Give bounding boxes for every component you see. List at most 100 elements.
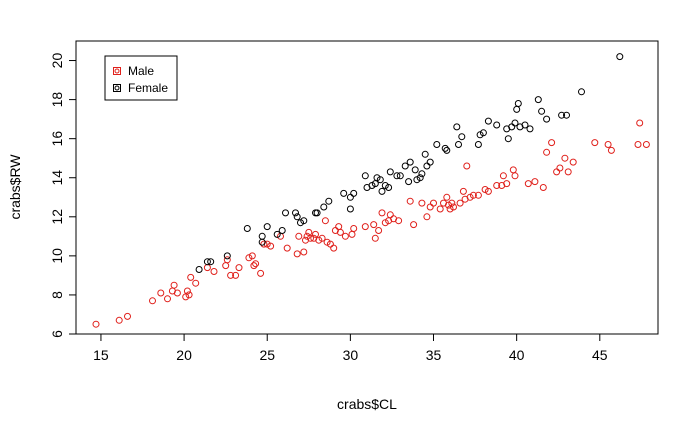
data-points <box>92 53 650 328</box>
y-tick-label: 18 <box>49 92 65 108</box>
data-point-female <box>458 133 466 141</box>
data-point-male <box>511 172 519 180</box>
data-point-female <box>203 258 211 266</box>
data-point-male <box>210 268 218 275</box>
data-point-female <box>292 209 299 217</box>
data-point-male <box>321 217 329 225</box>
data-point-male <box>604 141 612 148</box>
data-point-female <box>514 100 522 107</box>
data-point-female <box>300 217 308 225</box>
data-point-male <box>474 191 482 199</box>
data-point-female <box>350 189 358 197</box>
data-point-male <box>283 244 291 252</box>
x-tick-label: 35 <box>426 347 442 363</box>
legend-box <box>104 55 178 101</box>
data-point-male <box>341 232 349 240</box>
data-point-female <box>258 238 266 246</box>
legend-circle-marker <box>114 85 120 91</box>
data-point-male <box>307 234 314 242</box>
data-point-male <box>149 297 156 305</box>
data-point-male <box>370 221 378 229</box>
data-point-male <box>556 164 564 172</box>
data-point-female <box>378 187 386 195</box>
data-point-male <box>539 184 547 191</box>
data-point-male <box>459 187 467 195</box>
y-tick-label: 10 <box>49 248 65 264</box>
data-point-male <box>92 320 100 328</box>
data-point-male <box>245 254 253 262</box>
data-point-male <box>564 168 572 176</box>
plot-frame <box>75 40 659 335</box>
data-point-male <box>252 260 260 268</box>
x-tick-label: 25 <box>259 347 275 363</box>
y-axis-title: crabs$RW <box>7 154 23 220</box>
x-tick-label: 30 <box>343 347 359 363</box>
data-point-female <box>526 125 534 133</box>
data-point-male <box>295 232 303 240</box>
data-point-male <box>418 199 426 207</box>
data-point-male <box>450 203 457 211</box>
data-point-male <box>524 180 532 188</box>
data-point-female <box>361 172 369 180</box>
data-point-male <box>164 295 171 303</box>
data-point-male <box>124 312 131 320</box>
data-point-male <box>183 287 191 295</box>
data-point-female <box>207 258 215 266</box>
data-point-male <box>569 158 577 166</box>
data-point-male <box>235 264 243 272</box>
data-point-male <box>361 223 369 231</box>
data-point-female <box>484 117 492 125</box>
data-point-female <box>616 53 624 61</box>
data-point-male <box>436 205 444 213</box>
data-point-male <box>430 199 437 207</box>
data-point-male <box>469 191 477 199</box>
data-point-male <box>170 281 178 289</box>
data-point-female <box>386 168 394 176</box>
data-point-male <box>300 248 308 256</box>
data-point-male <box>463 162 471 170</box>
x-tick-label: 15 <box>93 347 109 363</box>
data-point-female <box>376 176 384 184</box>
data-point-female <box>521 121 529 129</box>
data-point-male <box>187 273 195 281</box>
data-point-female <box>543 115 551 123</box>
data-point-male <box>561 154 569 162</box>
data-point-male <box>350 225 358 232</box>
legend-label-female: Female <box>128 81 168 95</box>
data-point-female <box>293 213 301 221</box>
legend-square-marker <box>113 67 121 75</box>
y-tick-label: 6 <box>49 330 65 338</box>
data-point-male <box>336 228 344 236</box>
data-point-female <box>418 170 426 178</box>
data-point-male <box>493 182 501 189</box>
x-tick-label: 20 <box>176 347 192 363</box>
data-point-male <box>192 279 200 287</box>
data-point-male <box>378 209 386 217</box>
data-point-female <box>282 209 289 217</box>
data-point-female <box>421 150 429 158</box>
legend-entry-male: Male <box>113 64 154 78</box>
legend-marker-female <box>113 84 121 92</box>
data-point-female <box>340 189 348 197</box>
data-point-female <box>396 172 404 180</box>
legend-square-marker <box>113 84 121 92</box>
data-point-male <box>443 193 451 201</box>
data-point-male <box>484 187 492 195</box>
data-point-female <box>325 197 333 205</box>
data-point-female <box>563 111 570 119</box>
data-point-female <box>479 129 487 137</box>
data-point-female <box>453 123 461 131</box>
data-point-male <box>591 139 599 147</box>
y-axis: 6 8 10 12 14 16 18 20 <box>49 53 76 338</box>
data-point-male <box>293 250 301 258</box>
data-point-male <box>248 252 256 260</box>
data-point-male <box>375 227 383 234</box>
data-point-female <box>243 225 251 232</box>
data-point-male <box>607 146 615 154</box>
x-tick-label: 45 <box>592 347 608 363</box>
data-point-female <box>393 172 401 180</box>
data-point-male <box>531 178 539 186</box>
data-point-male <box>312 230 319 238</box>
data-point-male <box>410 221 418 229</box>
